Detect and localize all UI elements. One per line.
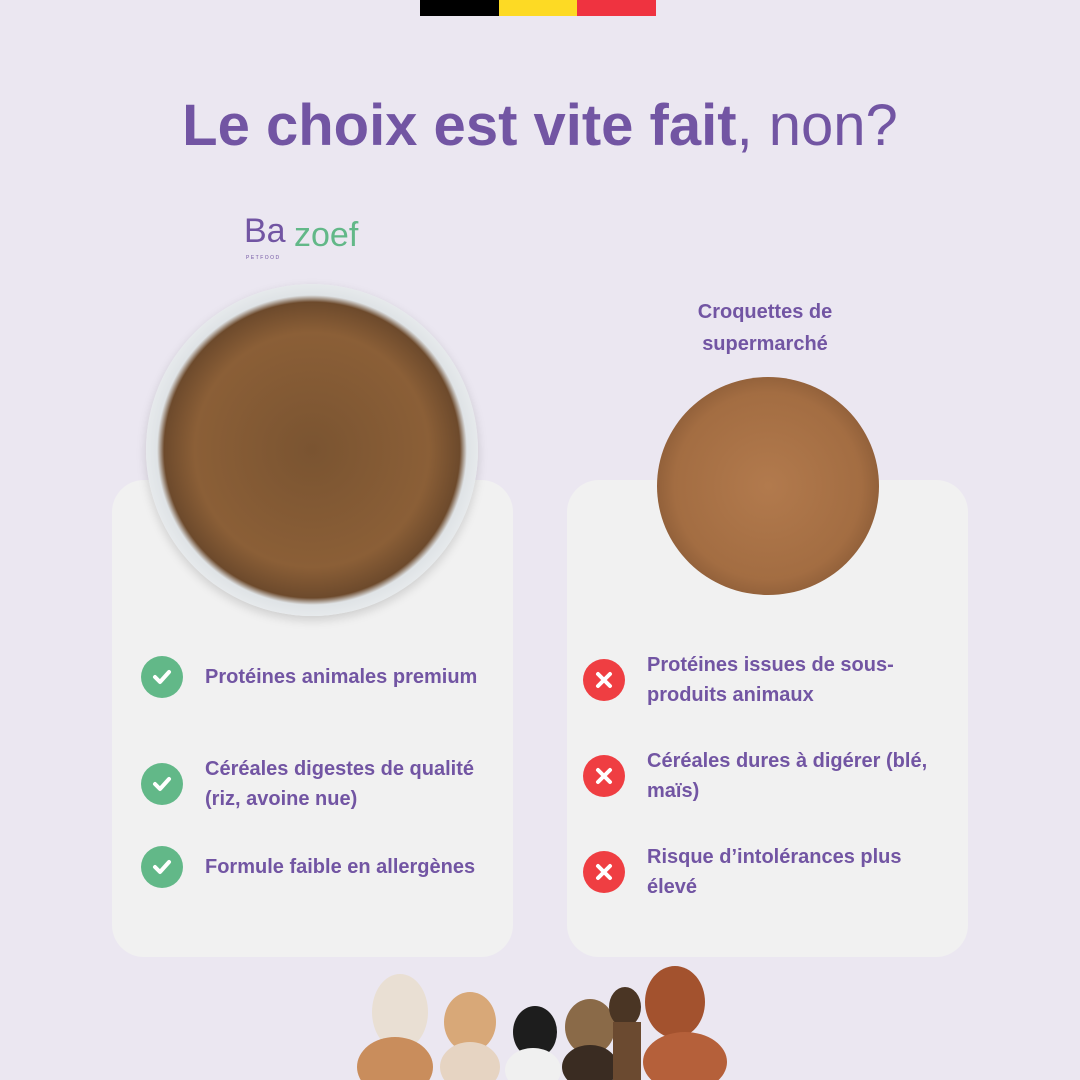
bazoef-kibble-bowl — [146, 284, 478, 616]
bazoef-logo: Ba zoef PETFOOD — [244, 212, 359, 261]
svg-text:PETFOOD: PETFOOD — [246, 255, 281, 261]
check-circle-icon — [141, 846, 183, 888]
check-circle-icon — [141, 763, 183, 805]
flag-red — [577, 0, 657, 16]
con-text: Protéines issues de sous-produits animau… — [647, 654, 894, 706]
check-circle-icon — [141, 656, 183, 698]
pro-item-2: Céréales digestes de qualité (riz, avoin… — [141, 754, 505, 814]
pro-text: Protéines animales premium — [205, 666, 478, 688]
title-bold: Le choix est vite fait — [182, 93, 737, 158]
x-circle-icon — [583, 659, 625, 701]
flag-black — [420, 0, 499, 16]
pro-text: Formule faible en allergènes — [205, 856, 476, 878]
pro-item-3: Formule faible en allergènes — [141, 846, 505, 888]
supermarket-title: Croquettes de supermarché — [697, 301, 833, 355]
dogs-illustration — [357, 966, 727, 1080]
belgian-flag — [420, 0, 657, 16]
con-text: Céréales dures à digérer (blé, maïs) — [647, 750, 928, 802]
con-item-3: Risque d’intolérances plus élevé — [583, 842, 947, 902]
x-circle-icon — [583, 851, 625, 893]
pro-item-1: Protéines animales premium — [141, 656, 505, 698]
con-text: Risque d’intolérances plus élevé — [647, 846, 902, 898]
pro-text: Céréales digestes de qualité (riz, avoin… — [205, 758, 475, 810]
supermarket-kibble-bowl — [657, 377, 879, 595]
con-item-1: Protéines issues de sous-produits animau… — [583, 650, 947, 710]
x-circle-icon — [583, 755, 625, 797]
title-light: , non? — [736, 93, 898, 158]
flag-yellow — [498, 0, 578, 16]
page-title: Le choix est vite fait, non? — [0, 92, 1080, 159]
svg-text:zoef: zoef — [294, 216, 359, 254]
svg-text:Ba: Ba — [244, 212, 286, 250]
con-item-2: Céréales dures à digérer (blé, maïs) — [583, 746, 947, 806]
